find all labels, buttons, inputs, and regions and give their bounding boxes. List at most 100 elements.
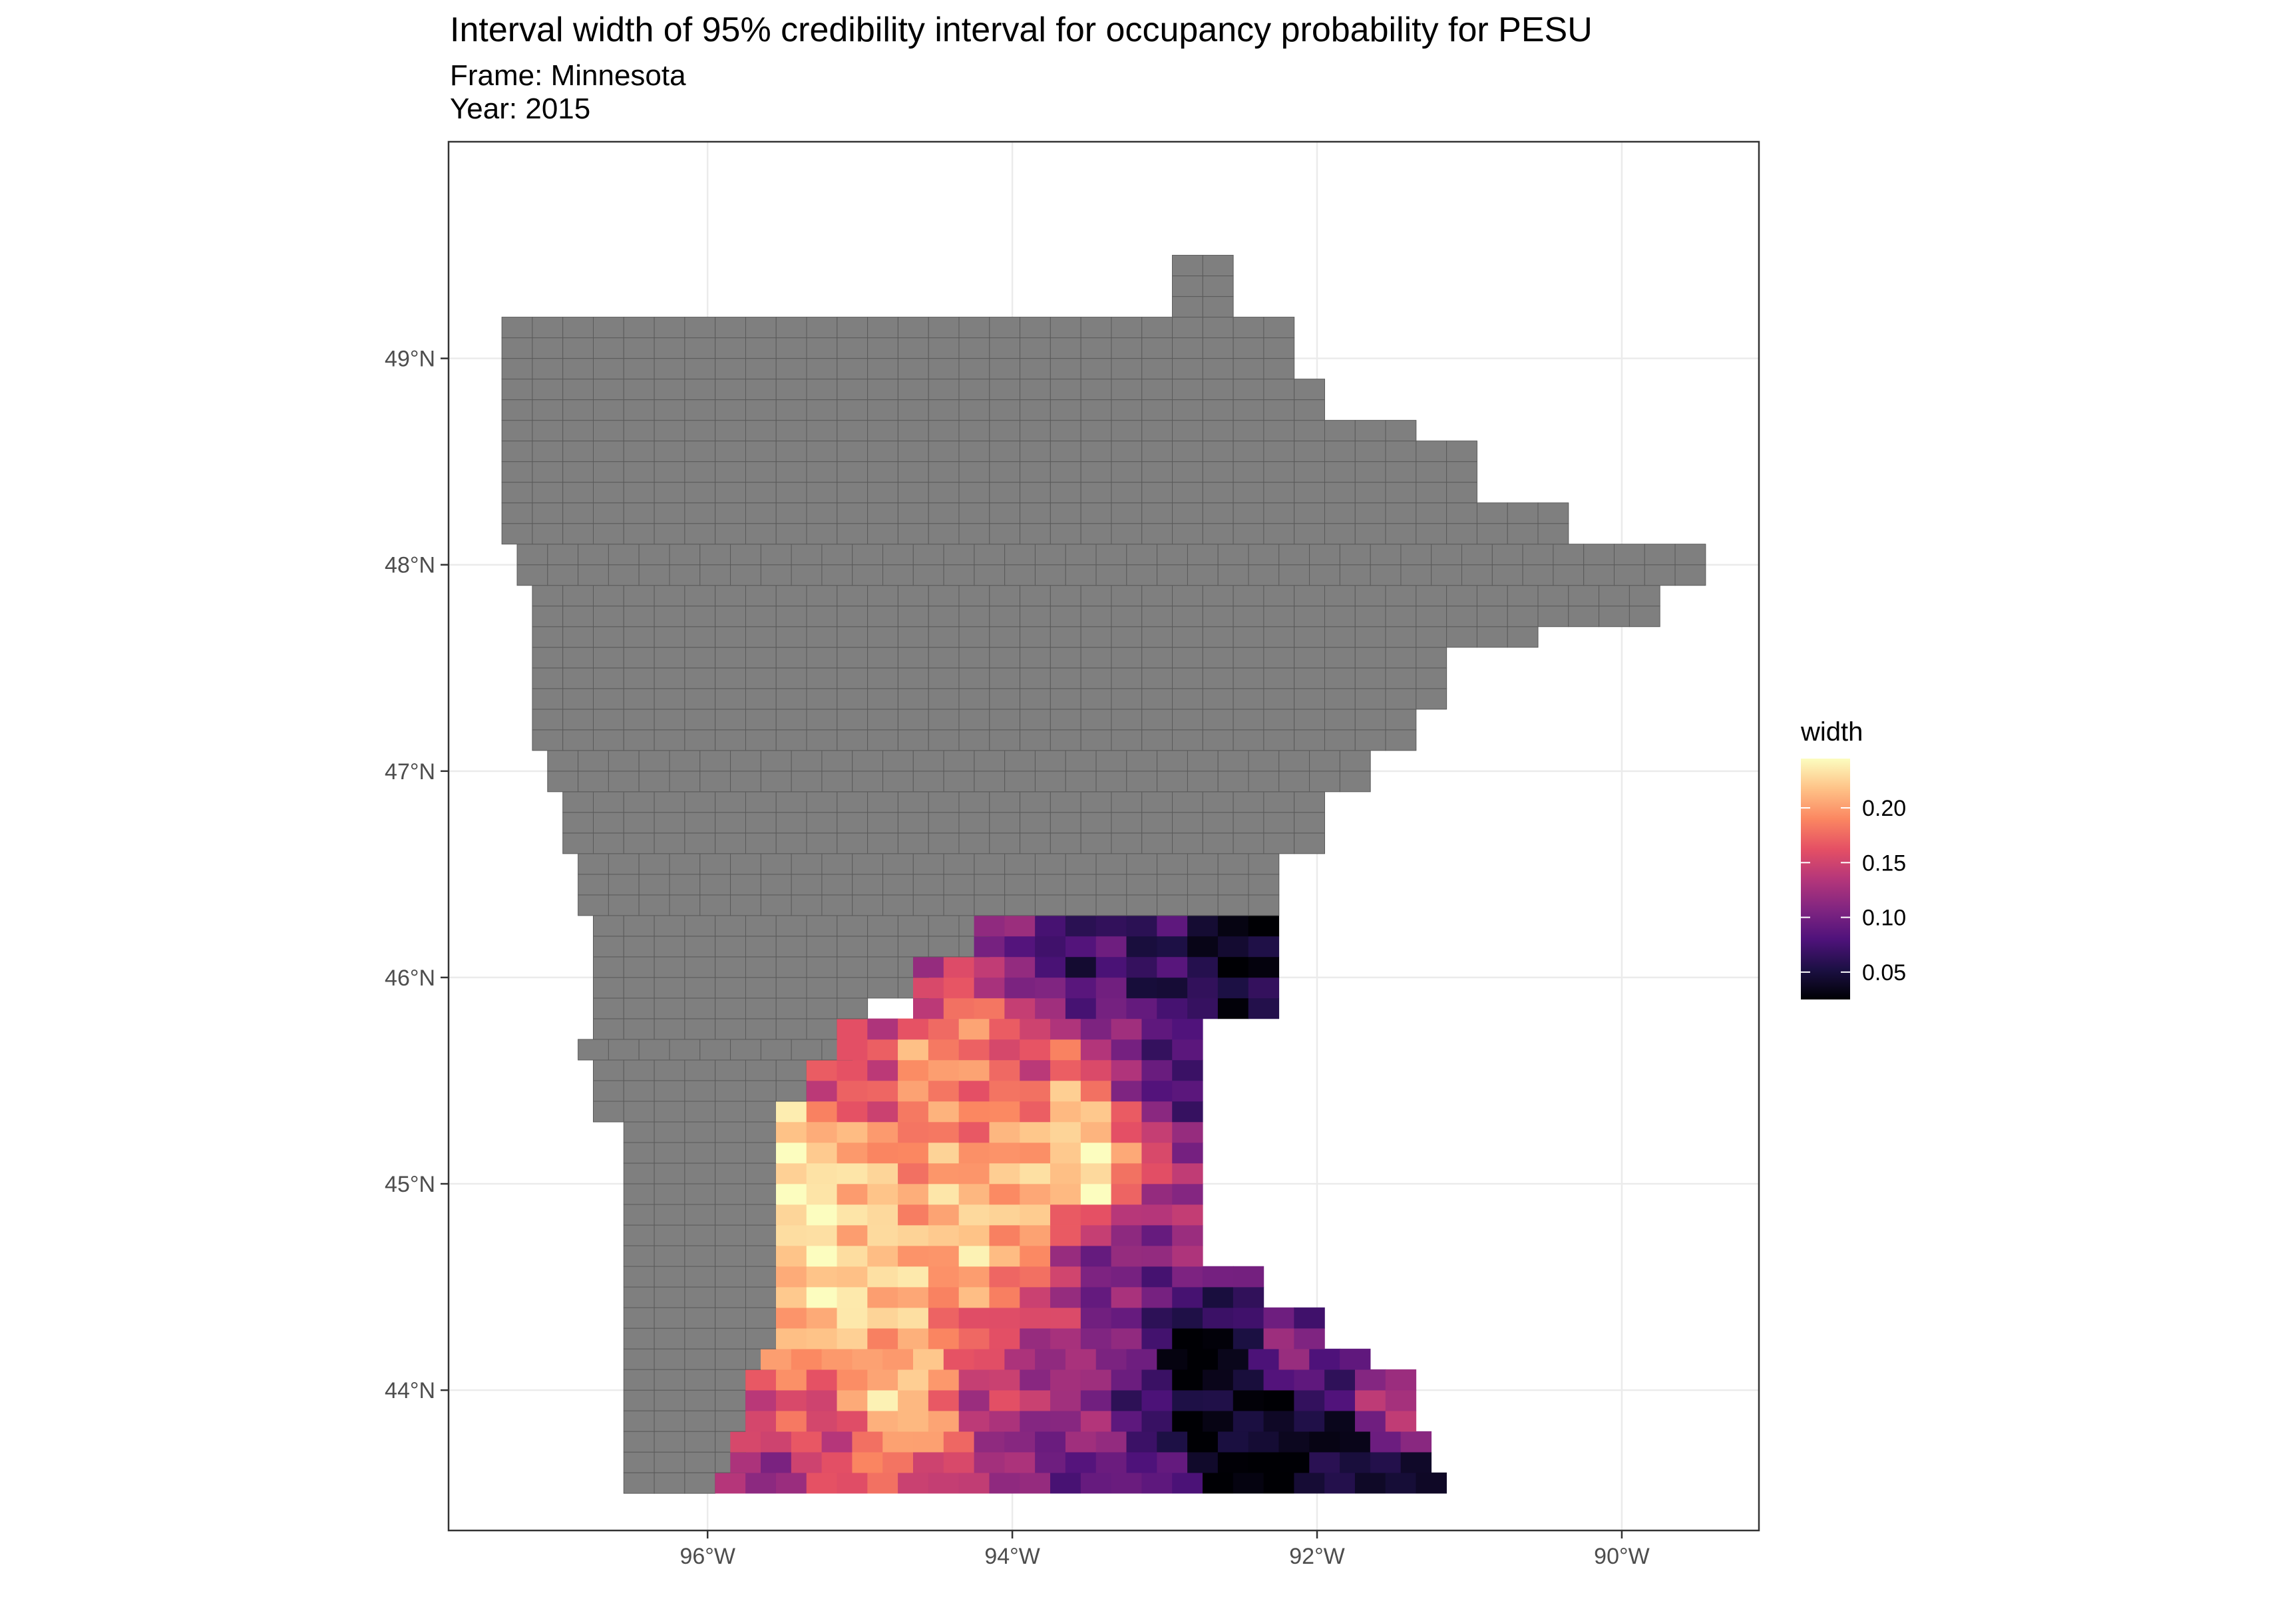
grid-cell-width: [1050, 1018, 1081, 1040]
grid-cell-no-data: [1172, 626, 1203, 648]
grid-cell-width: [1370, 1451, 1402, 1473]
grid-cell-no-data: [684, 1018, 716, 1040]
grid-cell-no-data: [1476, 502, 1508, 524]
grid-cell-no-data: [1020, 461, 1051, 483]
grid-cell-width: [1080, 1080, 1112, 1102]
grid-cell-no-data: [1324, 523, 1356, 545]
grid-cell-no-data: [715, 812, 746, 834]
grid-cell-no-data: [943, 771, 975, 793]
grid-cell-width: [1157, 936, 1188, 958]
grid-cell-width: [1172, 1224, 1203, 1246]
grid-cell-no-data: [623, 482, 655, 504]
grid-cell-no-data: [882, 544, 914, 566]
grid-cell-no-data: [1294, 626, 1325, 648]
grid-cell-no-data: [532, 317, 564, 339]
grid-cell-no-data: [775, 420, 807, 442]
grid-cell-no-data: [745, 585, 777, 607]
grid-cell-width: [1263, 1472, 1294, 1494]
grid-cell-no-data: [1050, 729, 1081, 751]
grid-cell-no-data: [897, 915, 929, 937]
grid-cell-no-data: [867, 626, 898, 648]
grid-cell-no-data: [501, 337, 533, 359]
grid-cell-no-data: [562, 399, 594, 421]
grid-cell-no-data: [532, 420, 564, 442]
grid-cell-width: [928, 1472, 960, 1494]
grid-cell-width: [1020, 1183, 1051, 1205]
grid-cell-no-data: [1065, 874, 1097, 896]
grid-cell-no-data: [715, 523, 746, 545]
grid-cell-no-data: [928, 379, 960, 401]
grid-cell-width: [974, 1431, 1005, 1453]
grid-cell-no-data: [745, 832, 777, 854]
grid-cell-no-data: [837, 502, 868, 524]
grid-cell-width: [1004, 997, 1036, 1019]
grid-cell-width: [1187, 977, 1219, 999]
grid-cell-no-data: [897, 461, 929, 483]
grid-cell-width: [1035, 997, 1066, 1019]
grid-cell-no-data: [806, 441, 838, 462]
grid-cell-width: [1172, 1018, 1203, 1040]
grid-cell-no-data: [1385, 441, 1417, 462]
grid-cell-no-data: [623, 1183, 655, 1205]
grid-cell-no-data: [715, 1410, 746, 1432]
grid-cell-no-data: [1004, 750, 1036, 772]
grid-cell-width: [867, 1389, 898, 1411]
grid-cell-no-data: [593, 358, 624, 380]
grid-cell-no-data: [806, 420, 838, 442]
grid-cell-no-data: [806, 626, 838, 648]
grid-cell-width: [989, 1039, 1020, 1061]
grid-cell-no-data: [1202, 482, 1234, 504]
grid-cell-width: [928, 1307, 960, 1329]
grid-cell-no-data: [775, 441, 807, 462]
grid-cell-width: [1385, 1369, 1417, 1391]
grid-cell-width: [1004, 977, 1036, 999]
grid-cell-no-data: [882, 771, 914, 793]
grid-cell-no-data: [1172, 729, 1203, 751]
grid-cell-width: [1217, 1348, 1249, 1370]
grid-cell-no-data: [1141, 791, 1173, 813]
grid-cell-width: [1187, 915, 1219, 937]
grid-cell-no-data: [669, 750, 701, 772]
grid-cell-no-data: [745, 1183, 777, 1205]
grid-cell-no-data: [593, 729, 624, 751]
grid-cell-no-data: [806, 977, 838, 999]
grid-cell-no-data: [1416, 688, 1447, 710]
grid-cell-no-data: [1141, 482, 1173, 504]
grid-cell-no-data: [715, 1328, 746, 1349]
grid-cell-width: [989, 1018, 1020, 1040]
grid-cell-width: [1050, 1183, 1081, 1205]
grid-cell-no-data: [791, 771, 823, 793]
grid-cell-no-data: [730, 874, 761, 896]
grid-cell-no-data: [1324, 441, 1356, 462]
grid-cell-no-data: [989, 482, 1021, 504]
grid-cell-width: [806, 1059, 838, 1081]
grid-cell-no-data: [1202, 606, 1234, 628]
grid-cell-width: [898, 1472, 929, 1494]
grid-cell-no-data: [562, 502, 594, 524]
grid-cell-no-data: [958, 667, 990, 689]
grid-cell-no-data: [821, 750, 853, 772]
grid-cell-width: [1050, 1286, 1081, 1308]
grid-cell-no-data: [806, 523, 838, 545]
grid-cell-no-data: [775, 832, 807, 854]
grid-cell-no-data: [760, 750, 792, 772]
grid-cell-width: [1340, 1431, 1371, 1453]
grid-cell-no-data: [699, 771, 731, 793]
grid-cell-no-data: [638, 544, 670, 566]
grid-cell-width: [1233, 1328, 1264, 1349]
grid-cell-no-data: [532, 482, 564, 504]
grid-cell-width: [791, 1451, 823, 1473]
grid-cell-width: [882, 1451, 914, 1473]
grid-cell-no-data: [593, 1059, 624, 1081]
grid-cell-no-data: [623, 936, 655, 958]
grid-cell-no-data: [684, 626, 716, 648]
grid-cell-no-data: [501, 399, 533, 421]
grid-cell-no-data: [958, 379, 990, 401]
grid-cell-no-data: [1141, 709, 1173, 731]
grid-cell-width: [898, 1142, 929, 1164]
grid-cell-no-data: [989, 441, 1021, 462]
x-tick-label: 94°W: [984, 1544, 1040, 1569]
grid-cell-width: [898, 1369, 929, 1391]
grid-cell-width: [974, 956, 1005, 978]
grid-cell-no-data: [684, 812, 716, 834]
